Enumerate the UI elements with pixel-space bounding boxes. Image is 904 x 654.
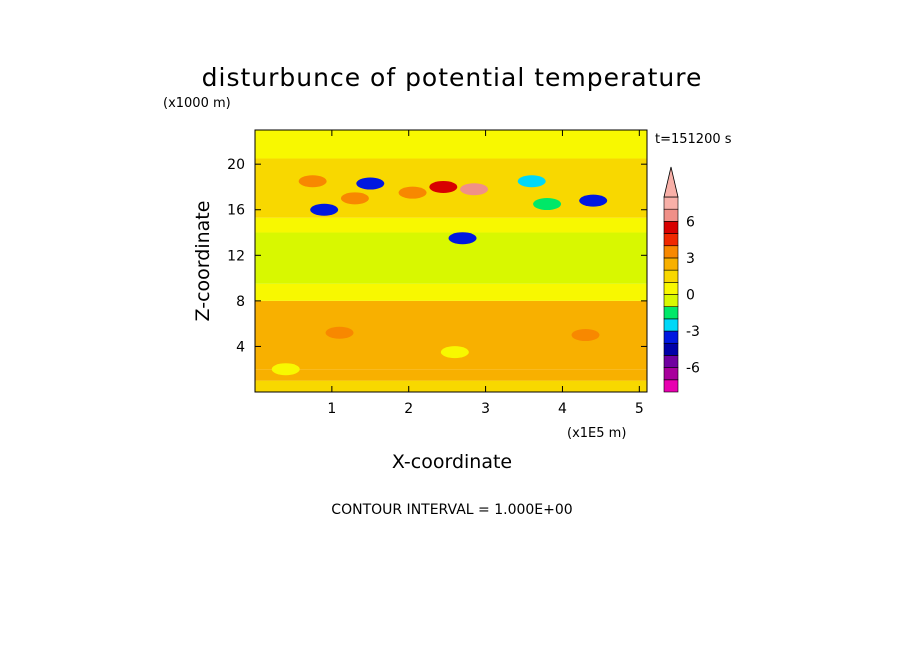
colorbar: 6 3 0 -3 -6 bbox=[663, 166, 700, 393]
colorbar-segment bbox=[663, 221, 679, 234]
field-feature bbox=[460, 183, 489, 196]
y-tick-label: 8 bbox=[236, 294, 245, 310]
colorbar-segment bbox=[663, 269, 679, 283]
colorbar-segment bbox=[663, 282, 679, 295]
field-feature bbox=[340, 192, 369, 205]
colorbar-segment bbox=[663, 208, 679, 222]
x-unit-label: (x1E5 m) bbox=[567, 426, 626, 441]
x-tick-label: 4 bbox=[558, 401, 567, 417]
field-layer bbox=[255, 283, 647, 301]
chart-title: disturbunce of potential temperature bbox=[202, 63, 703, 92]
y-unit-label: (x1000 m) bbox=[163, 96, 231, 111]
colorbar-tick-label: 3 bbox=[686, 251, 695, 267]
colorbar-segment bbox=[663, 379, 679, 393]
y-axis-label: Z-coordinate bbox=[192, 201, 214, 322]
field-feature bbox=[310, 203, 339, 216]
field-feature bbox=[571, 329, 600, 342]
colorbar-segment bbox=[663, 306, 679, 320]
field-feature bbox=[448, 232, 477, 245]
field-layer bbox=[255, 369, 647, 381]
contour-features bbox=[271, 175, 608, 376]
field-layer bbox=[255, 217, 647, 233]
colorbar-segment bbox=[663, 330, 679, 344]
colorbar-segment bbox=[663, 355, 679, 368]
colorbar-segment bbox=[663, 318, 679, 332]
x-ticks: 1 2 3 4 5 bbox=[327, 130, 644, 417]
field-feature bbox=[440, 346, 469, 359]
colorbar-tick-label: -6 bbox=[686, 361, 700, 377]
field-feature bbox=[398, 186, 427, 199]
colorbar-segment bbox=[663, 367, 679, 381]
y-tick-label: 16 bbox=[227, 203, 245, 219]
y-tick-label: 20 bbox=[227, 157, 245, 173]
time-label: t=151200 s bbox=[655, 132, 732, 147]
y-ticks: 4 8 12 16 20 bbox=[227, 157, 647, 355]
field-feature bbox=[271, 363, 300, 376]
field-feature bbox=[579, 194, 608, 207]
field-layer bbox=[255, 380, 647, 392]
colorbar-arrow bbox=[663, 166, 679, 198]
plot-area bbox=[255, 130, 647, 392]
x-tick-label: 5 bbox=[635, 401, 644, 417]
y-tick-label: 12 bbox=[227, 248, 245, 264]
field-feature bbox=[325, 326, 354, 339]
colorbar-tick-label: 6 bbox=[686, 214, 695, 230]
contour-interval-note: CONTOUR INTERVAL = 1.000E+00 bbox=[331, 502, 572, 518]
colorbar-segment bbox=[663, 233, 679, 247]
colorbar-segment bbox=[663, 245, 679, 259]
x-tick-label: 2 bbox=[404, 401, 413, 417]
x-tick-label: 3 bbox=[481, 401, 490, 417]
x-axis-label: X-coordinate bbox=[392, 451, 512, 473]
x-tick-label: 1 bbox=[327, 401, 336, 417]
field-feature bbox=[429, 180, 458, 193]
field-feature bbox=[517, 175, 546, 188]
colorbar-tick-label: 0 bbox=[686, 288, 695, 304]
colorbar-segment bbox=[663, 196, 679, 210]
field-feature bbox=[298, 175, 327, 188]
field-layer bbox=[255, 130, 647, 159]
y-tick-label: 4 bbox=[236, 339, 245, 355]
colorbar-segment bbox=[663, 342, 679, 356]
field-feature bbox=[356, 177, 385, 190]
colorbar-segment bbox=[663, 294, 679, 307]
colorbar-tick-label: -3 bbox=[686, 324, 700, 340]
plot-frame bbox=[254, 129, 648, 393]
colorbar-segment bbox=[663, 257, 679, 271]
field-feature bbox=[533, 198, 562, 211]
